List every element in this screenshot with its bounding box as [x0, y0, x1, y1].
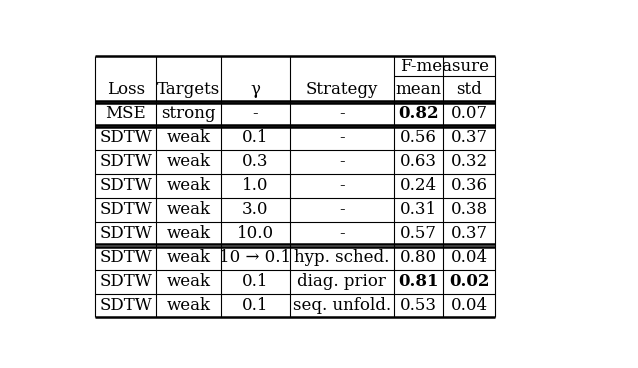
- Text: -: -: [339, 130, 345, 146]
- Text: mean: mean: [396, 81, 441, 98]
- Text: 0.3: 0.3: [242, 153, 269, 170]
- Text: SDTW: SDTW: [100, 225, 152, 242]
- Text: 0.56: 0.56: [400, 130, 437, 146]
- Text: SDTW: SDTW: [100, 273, 152, 290]
- Text: Targets: Targets: [157, 81, 220, 98]
- Text: 0.37: 0.37: [451, 225, 488, 242]
- Text: SDTW: SDTW: [100, 177, 152, 194]
- Text: Strategy: Strategy: [306, 81, 378, 98]
- Text: weak: weak: [167, 201, 211, 218]
- Text: -: -: [339, 153, 345, 170]
- Text: hyp. sched.: hyp. sched.: [294, 249, 389, 266]
- Text: 0.02: 0.02: [449, 273, 489, 290]
- Text: strong: strong: [161, 106, 216, 123]
- Text: 0.53: 0.53: [400, 297, 437, 314]
- Text: 0.37: 0.37: [451, 130, 488, 146]
- Text: MSE: MSE: [105, 106, 146, 123]
- Text: F-measure: F-measure: [400, 58, 489, 75]
- Text: 0.36: 0.36: [451, 177, 488, 194]
- Text: -: -: [253, 106, 258, 123]
- Text: -: -: [339, 201, 345, 218]
- Text: 0.24: 0.24: [400, 177, 437, 194]
- Text: weak: weak: [167, 177, 211, 194]
- Text: 0.38: 0.38: [451, 201, 488, 218]
- Text: weak: weak: [167, 225, 211, 242]
- Text: 0.1: 0.1: [242, 273, 269, 290]
- Text: SDTW: SDTW: [100, 201, 152, 218]
- Text: 10.0: 10.0: [237, 225, 274, 242]
- Text: 1.0: 1.0: [242, 177, 269, 194]
- Text: 0.82: 0.82: [398, 106, 439, 123]
- Text: -: -: [339, 225, 345, 242]
- Text: SDTW: SDTW: [100, 249, 152, 266]
- Text: SDTW: SDTW: [100, 130, 152, 146]
- Text: 10 → 0.1: 10 → 0.1: [219, 249, 292, 266]
- Text: 0.80: 0.80: [400, 249, 437, 266]
- Text: 0.1: 0.1: [242, 297, 269, 314]
- Text: -: -: [339, 177, 345, 194]
- Text: weak: weak: [167, 153, 211, 170]
- Text: 0.31: 0.31: [400, 201, 437, 218]
- Text: 0.04: 0.04: [451, 249, 488, 266]
- Text: 3.0: 3.0: [242, 201, 269, 218]
- Text: 0.1: 0.1: [242, 130, 269, 146]
- Text: weak: weak: [167, 249, 211, 266]
- Text: 0.57: 0.57: [400, 225, 437, 242]
- Text: diag. prior: diag. prior: [297, 273, 386, 290]
- Text: Loss: Loss: [107, 81, 145, 98]
- Text: -: -: [339, 106, 345, 123]
- Text: weak: weak: [167, 297, 211, 314]
- Text: 0.63: 0.63: [400, 153, 437, 170]
- Text: SDTW: SDTW: [100, 153, 152, 170]
- Text: 0.04: 0.04: [451, 297, 488, 314]
- Text: std: std: [457, 81, 482, 98]
- Text: SDTW: SDTW: [100, 297, 152, 314]
- Text: 0.81: 0.81: [398, 273, 439, 290]
- Text: 0.32: 0.32: [451, 153, 488, 170]
- Text: 0.07: 0.07: [451, 106, 488, 123]
- Text: weak: weak: [167, 273, 211, 290]
- Text: weak: weak: [167, 130, 211, 146]
- Text: seq. unfold.: seq. unfold.: [293, 297, 391, 314]
- Text: γ: γ: [250, 81, 260, 98]
